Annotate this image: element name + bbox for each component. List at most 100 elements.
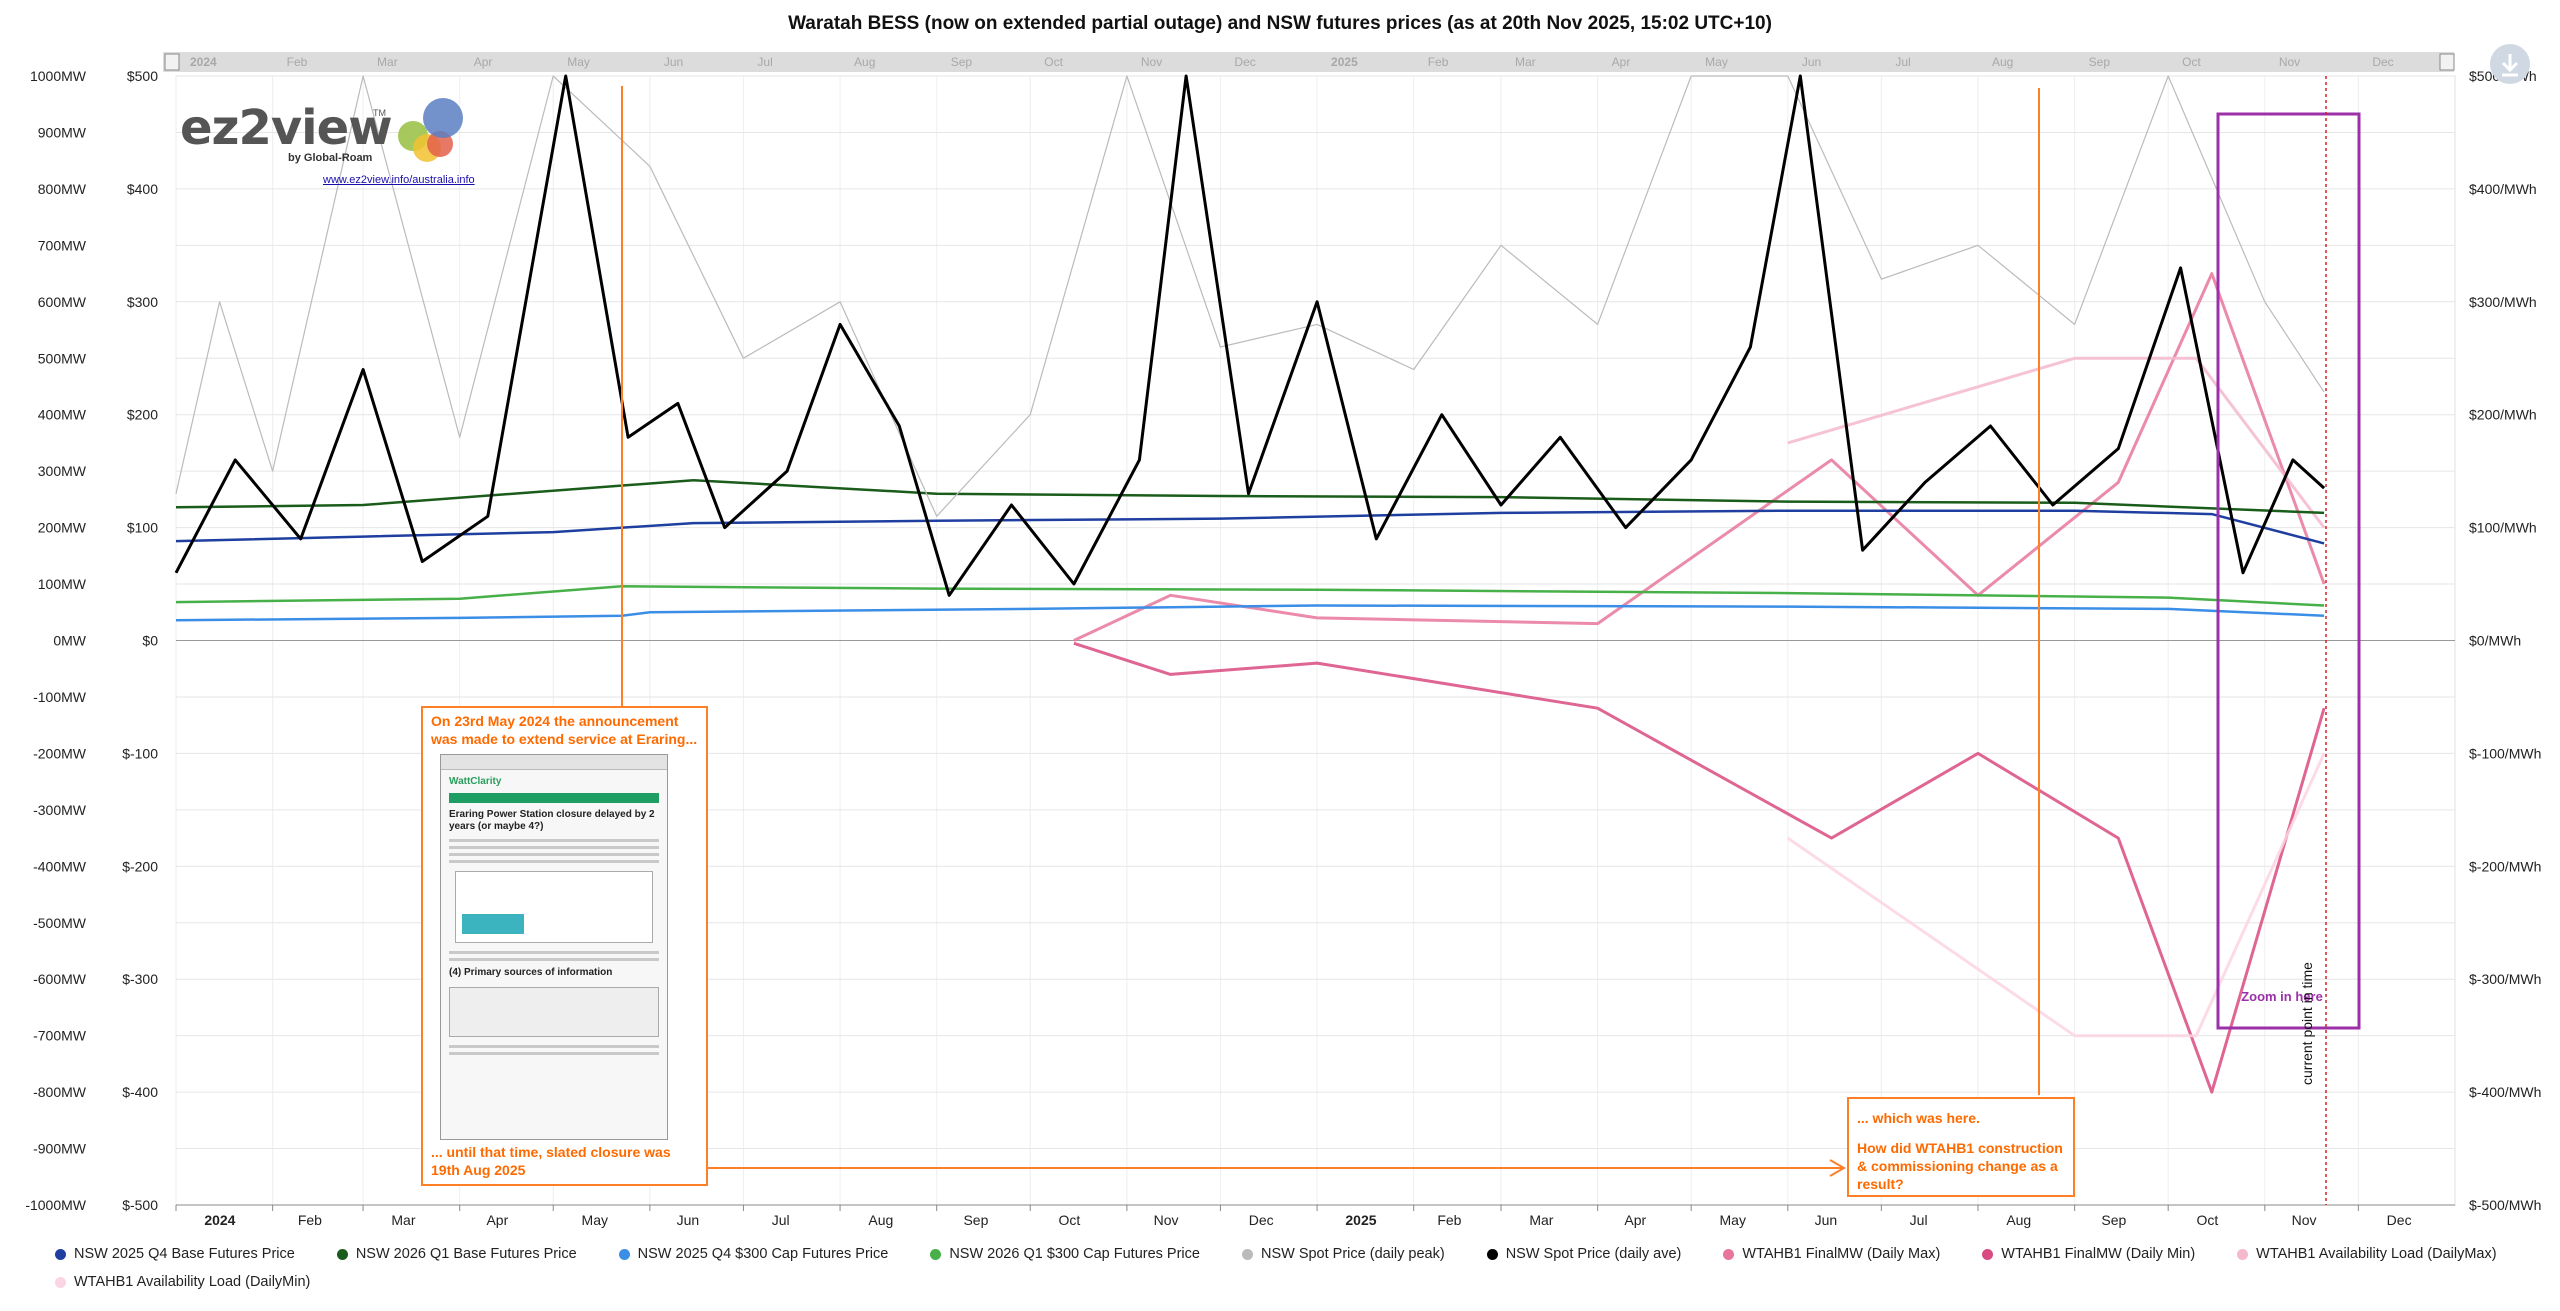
navigator-tick-label: 2025 [1331, 55, 1358, 69]
price-axis-label-right: $-200/MWh [2469, 858, 2541, 874]
legend: NSW 2025 Q4 Base Futures Price NSW 2026 Q… [55, 1246, 2505, 1290]
text-line [449, 839, 659, 842]
series-line-wtahb1-finalmw-daily-max [1073, 272, 2326, 642]
current-time-label: current point in time [2299, 962, 2315, 1085]
legend-item[interactable]: WTAHB1 Availability Load (DailyMax) [2237, 1246, 2497, 1262]
browser-bar [441, 755, 667, 770]
legend-item[interactable]: NSW Spot Price (daily peak) [1241, 1246, 1445, 1262]
x-tick-label: Jun [1815, 1212, 1838, 1228]
navigator-tick-label: Feb [287, 55, 308, 69]
price-axis-label-left: $-200 [122, 858, 158, 874]
logo-link[interactable]: www.ez2view.info/australia.info [323, 174, 475, 186]
legend-label: WTAHB1 FinalMW (Daily Max) [1742, 1246, 1941, 1262]
series-line-nsw-2025-q4-base-futures-price [175, 509, 2325, 545]
legend-swatch [55, 1248, 66, 1260]
mw-axis-label: -900MW [33, 1141, 87, 1157]
navigator-tick-label: Jul [757, 55, 772, 69]
legend-swatch [1486, 1248, 1498, 1260]
legend-item[interactable]: NSW 2026 Q1 $300 Cap Futures Price [930, 1246, 1200, 1262]
navigator-tick-label: Aug [854, 55, 875, 69]
x-tick-label: Feb [298, 1212, 322, 1228]
navigator-tick-label: Aug [1992, 55, 2013, 69]
download-icon [2501, 54, 2519, 77]
mw-axis-label: 900MW [38, 124, 87, 140]
mw-axis-label: -600MW [33, 971, 87, 987]
legend-item[interactable]: NSW Spot Price (daily ave) [1486, 1246, 1681, 1262]
mw-axis-label: 700MW [38, 237, 87, 253]
navigator-bar[interactable] [163, 52, 2454, 72]
legend-label: NSW 2025 Q4 $300 Cap Futures Price [637, 1246, 889, 1262]
article-brand: WattClarity [449, 776, 502, 787]
legend-swatch [2237, 1248, 2249, 1260]
navigator-tick-label: Sep [951, 55, 973, 69]
mw-axis-label: 100MW [38, 576, 87, 592]
legend-item[interactable]: WTAHB1 FinalMW (Daily Min) [1982, 1246, 2195, 1262]
price-axis-label-left: $300 [127, 294, 158, 310]
zoom-box-label: Zoom in here [2241, 989, 2323, 1004]
embedded-article-screenshot: WattClarity Eraring Power Station closur… [440, 754, 668, 1140]
mw-axis-label: -300MW [33, 802, 87, 818]
price-axis-label-left: $500 [127, 68, 158, 84]
article-table [449, 987, 659, 1037]
text-line [449, 860, 659, 863]
x-tick-label: Aug [2006, 1212, 2031, 1228]
x-tick-label: Oct [1059, 1212, 1081, 1228]
series-line-wtahb1-finalmw-daily-min [1073, 641, 2326, 1094]
navigator-tick-label: Jun [1802, 55, 1821, 69]
price-axis-label-right: $400/MWh [2469, 181, 2537, 197]
price-axis-label-right: $200/MWh [2469, 407, 2537, 423]
x-tick-label: Feb [1437, 1212, 1461, 1228]
navigator-tick-label: Dec [2372, 55, 2393, 69]
note-announcement-bottom: ... until that time, slated closure was … [431, 1144, 671, 1178]
mw-axis-label: 500MW [38, 350, 87, 366]
price-axis-label-right: $-300/MWh [2469, 971, 2541, 987]
legend-swatch [1982, 1248, 1994, 1260]
article-title: Eraring Power Station closure delayed by… [449, 809, 655, 832]
x-tick-label: May [1720, 1212, 1746, 1228]
mw-series [1073, 272, 2326, 1094]
navigator-labels: 2024 Feb Mar Apr May Jun Jul Aug Sep Oct Nov Dec 202… [190, 55, 2394, 69]
text-line [449, 853, 659, 856]
mw-axis-label: -700MW [33, 1028, 87, 1044]
navigator-tick-label: Nov [2279, 55, 2300, 69]
navigator-handle-left[interactable] [164, 53, 180, 71]
mw-axis-label: -400MW [33, 858, 87, 874]
mw-axis-label: -1000MW [25, 1197, 86, 1213]
price-axis-label-left: $100 [127, 520, 158, 536]
price-axis-label-left: $0 [142, 633, 158, 649]
navigator-tick-label: Jun [664, 55, 683, 69]
mw-axis-label: 400MW [38, 407, 87, 423]
logo-byline: by Global-Roam [288, 152, 373, 164]
note-announcement-top: On 23rd May 2024 the announcement was ma… [431, 713, 698, 747]
x-tick-label: Aug [868, 1212, 893, 1228]
axes: 2024 Feb Mar Apr May Jun Jul Aug Sep Oct Nov Dec 202… [25, 68, 2541, 1228]
x-tick-label: Sep [2101, 1212, 2126, 1228]
legend-swatch [336, 1248, 348, 1260]
price-series [174, 74, 2326, 622]
note-result: ... which was here. How did WTAHB1 const… [1847, 1097, 2075, 1197]
legend-item[interactable]: NSW 2025 Q4 Base Futures Price [55, 1246, 295, 1262]
series-line-wtahb1-availability-load-dailymin [1786, 752, 2326, 1038]
legend-item[interactable]: WTAHB1 FinalMW (Daily Max) [1723, 1246, 1940, 1262]
mw-axis-label: 600MW [38, 294, 87, 310]
legend-swatch [930, 1248, 942, 1260]
x-tick-label: Dec [2387, 1212, 2412, 1228]
navigator-tick-label: Nov [1141, 55, 1162, 69]
logo-circles-icon [398, 98, 463, 162]
mw-axis-label: -200MW [33, 745, 87, 761]
text-line [449, 1052, 659, 1055]
x-tick-label: Dec [1249, 1212, 1274, 1228]
x-tick-label: Oct [2197, 1212, 2219, 1228]
legend-label: WTAHB1 Availability Load (DailyMax) [2256, 1246, 2497, 1262]
article-figure [455, 871, 653, 943]
mw-axis-label: 800MW [38, 181, 87, 197]
mw-axis-label: 300MW [38, 463, 87, 479]
legend-item[interactable]: WTAHB1 Availability Load (DailyMin) [55, 1274, 310, 1290]
legend-item[interactable]: NSW 2025 Q4 $300 Cap Futures Price [618, 1246, 889, 1262]
x-tick-label: Apr [1624, 1212, 1646, 1228]
series-line-nsw-2026-q1-base-futures-price [175, 478, 2325, 515]
navigator-handle-right[interactable] [2439, 53, 2455, 71]
mw-axis-label: 1000MW [30, 68, 87, 84]
legend-item[interactable]: NSW 2026 Q1 Base Futures Price [336, 1246, 577, 1262]
text-line [449, 958, 659, 961]
